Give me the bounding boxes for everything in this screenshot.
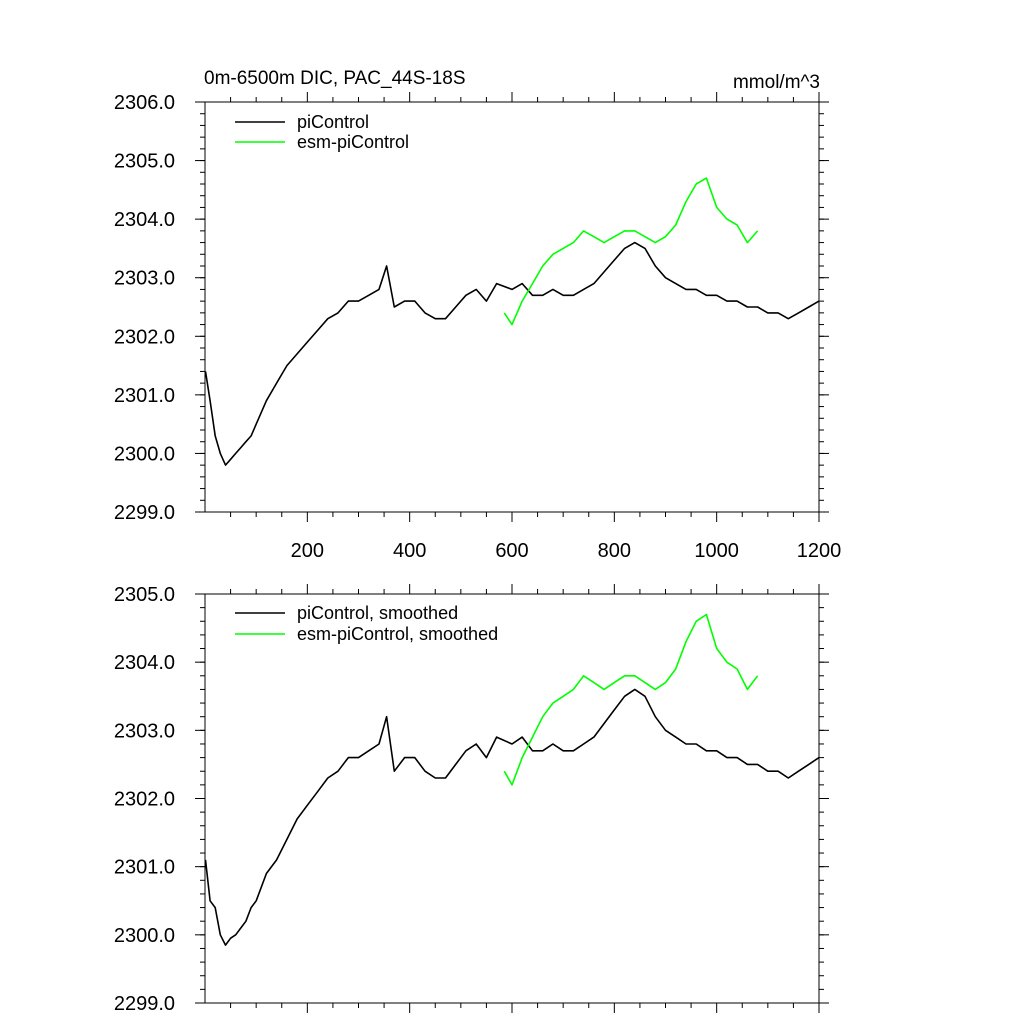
bottom-panel-legend: piControl, smoothed esm-piControl, smoot… <box>235 603 498 644</box>
top-panel-major-ticks <box>195 92 829 522</box>
top-panel-title: 0m-6500m DIC, PAC_44S-18S <box>204 68 466 89</box>
y-tick-label: 2306.0 <box>114 92 175 114</box>
top-panel-x-tick-labels: 200 400 600 800 1000 1200 <box>291 540 842 562</box>
bottom-panel-frame <box>204 593 820 1004</box>
top-panel: 2299.0 2300.0 2301.0 2302.0 2303.0 2304.0 2305… <box>114 68 841 562</box>
legend-label-esm-picontrol-smoothed: esm-piControl, smoothed <box>297 624 498 644</box>
y-tick-label: 2303.0 <box>114 720 175 742</box>
x-tick-label: 200 <box>291 540 324 562</box>
y-tick-label: 2302.0 <box>114 326 175 348</box>
y-tick-label: 2303.0 <box>114 268 175 290</box>
series-line-picontrol-smoothed <box>204 688 820 946</box>
x-tick-label: 600 <box>495 540 528 562</box>
legend-label-picontrol-smoothed: piControl, smoothed <box>297 603 458 623</box>
bottom-panel-major-ticks <box>195 584 829 1013</box>
y-tick-label: 2300.0 <box>114 925 175 947</box>
top-panel-frame <box>204 101 820 513</box>
x-tick-label: 800 <box>598 540 631 562</box>
y-tick-label: 2299.0 <box>114 993 175 1015</box>
x-tick-label: 400 <box>393 540 426 562</box>
y-tick-label: 2305.0 <box>114 151 175 173</box>
top-panel-units: mmol/m^3 <box>733 72 820 93</box>
x-tick-label: 1200 <box>797 540 842 562</box>
legend-label-picontrol: piControl <box>297 112 369 132</box>
y-tick-label: 2304.0 <box>114 209 175 231</box>
bottom-panel: 2299.0 2300.0 2301.0 2302.0 2303.0 2304.0 2305… <box>114 584 829 1015</box>
y-tick-label: 2300.0 <box>114 443 175 465</box>
y-tick-label: 2299.0 <box>114 502 175 524</box>
y-tick-label: 2301.0 <box>114 857 175 879</box>
series-line-esm-picontrol <box>503 177 759 326</box>
y-tick-label: 2301.0 <box>114 385 175 407</box>
y-tick-label: 2305.0 <box>114 584 175 606</box>
top-panel-y-tick-labels: 2299.0 2300.0 2301.0 2302.0 2303.0 2304.0 2305… <box>114 92 175 524</box>
series-line-picontrol <box>204 241 820 466</box>
series-line-esm-picontrol-smoothed <box>503 613 759 786</box>
x-tick-label: 1000 <box>694 540 739 562</box>
top-panel-legend: piControl esm-piControl <box>235 112 409 152</box>
top-panel-series <box>204 177 820 466</box>
legend-label-esm-picontrol: esm-piControl <box>297 132 409 152</box>
bottom-panel-series <box>204 613 820 946</box>
bottom-panel-y-tick-labels: 2299.0 2300.0 2301.0 2302.0 2303.0 2304.0 2305… <box>114 584 175 1015</box>
y-tick-label: 2304.0 <box>114 652 175 674</box>
y-tick-label: 2302.0 <box>114 789 175 811</box>
